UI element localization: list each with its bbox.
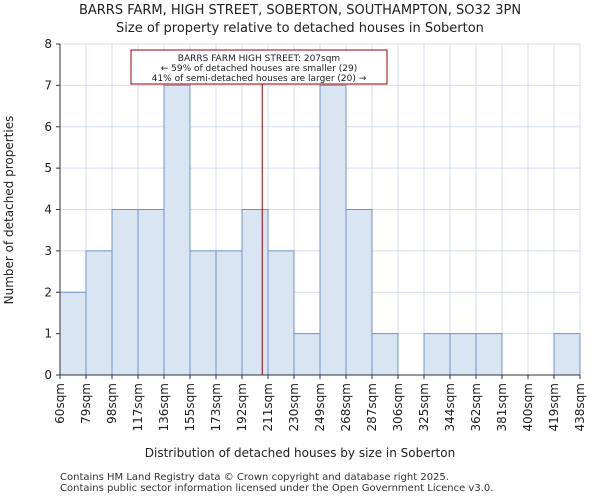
footer-credit-2: Contains public sector information licen… [60,483,494,494]
x-tick-label: 249sqm [313,383,327,431]
x-tick-label: 98sqm [105,383,119,424]
y-tick-label: 2 [44,285,52,299]
histogram-bar [475,333,503,376]
annotation-box [130,49,388,85]
histogram-bar [215,250,243,376]
y-tick-label: 6 [44,120,52,134]
histogram-bar [267,250,295,376]
histogram-bar [449,333,477,376]
histogram-bar [111,209,139,376]
y-tick-label: 7 [44,78,52,92]
histogram-bar [553,333,581,376]
histogram-bar [163,84,191,376]
x-tick-label: 362sqm [469,383,483,431]
x-tick-label: 79sqm [79,383,93,424]
x-tick-label: 400sqm [521,383,535,431]
x-tick-label: 325sqm [417,383,431,431]
footer-credit-1: Contains HM Land Registry data © Crown c… [60,472,449,483]
x-tick-label: 306sqm [391,383,405,431]
histogram-bar [85,250,113,376]
x-tick-label: 438sqm [573,383,587,431]
chart-subtitle: Size of property relative to detached ho… [116,21,484,36]
annotation-line-2: ← 59% of detached houses are smaller (29… [161,64,358,74]
y-tick-label: 4 [44,203,52,217]
x-tick-label: 155sqm [183,383,197,431]
histogram-bar [293,333,321,376]
histogram-bar [423,333,451,376]
x-axis-label: Distribution of detached houses by size … [145,446,455,460]
x-tick-label: 419sqm [547,383,561,431]
histogram-bar [59,291,87,376]
x-tick-label: 344sqm [443,383,457,431]
histogram-bar [241,209,269,376]
x-tick-label: 287sqm [365,383,379,431]
y-tick-label: 5 [44,161,52,175]
histogram-chart: BARRS FARM HIGH STREET: 207sqm ← 59% of … [2,37,587,460]
x-tick-label: 381sqm [495,383,509,431]
x-tick-label: 117sqm [131,383,145,431]
chart-title: BARRS FARM, HIGH STREET, SOBERTON, SOUTH… [78,3,522,18]
histogram-bar [319,84,347,376]
x-tick-label: 60sqm [53,383,67,424]
histogram-bar [189,250,217,376]
annotation-line-3: 41% of semi-detached houses are larger (… [152,74,367,84]
x-tick-label: 230sqm [287,383,301,431]
annotation-line-1: BARRS FARM HIGH STREET: 207sqm [178,54,340,64]
x-tick-label: 192sqm [235,383,249,431]
histogram-bar [137,209,165,376]
y-axis-label: Number of detached properties [2,116,16,305]
x-tick-label: 211sqm [261,383,275,431]
y-tick-label: 0 [44,368,52,382]
histogram-bar [345,209,373,376]
y-tick-label: 8 [44,37,52,51]
histogram-bar [371,333,399,376]
y-tick-label: 1 [44,327,52,341]
x-tick-label: 136sqm [157,383,171,431]
x-tick-label: 268sqm [339,383,353,431]
y-tick-label: 3 [44,244,52,258]
x-tick-label: 173sqm [209,383,223,431]
